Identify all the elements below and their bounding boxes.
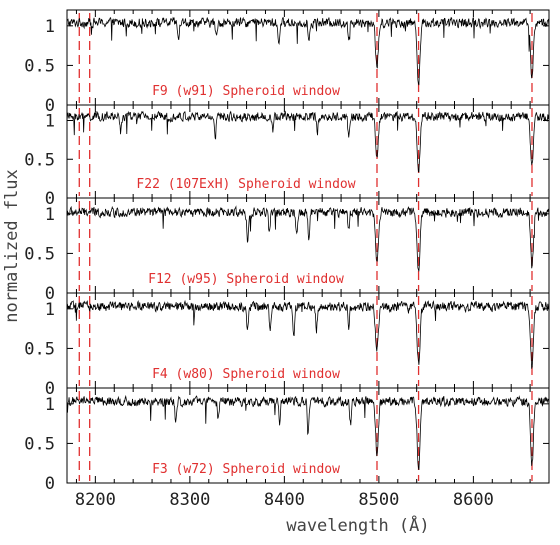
panel-2: F22 (107ExH) Spheroid window 0 0.5 1 bbox=[24, 104, 550, 209]
y-tick-label: 1 bbox=[45, 112, 55, 132]
y-tick-label: 0 bbox=[45, 189, 55, 209]
panel-frame bbox=[66, 387, 550, 484]
panel-5: F3 (w72) Spheroid window 0 0.5 1 bbox=[24, 387, 550, 494]
y-tick-label: 0 bbox=[45, 379, 55, 399]
y-tick-label: 1 bbox=[45, 395, 55, 415]
panel-label: F3 (w72) Spheroid window bbox=[152, 462, 340, 477]
y-axis-label: normalized flux bbox=[2, 169, 22, 323]
y-tick-label: 0.5 bbox=[24, 150, 55, 170]
panel-label: F9 (w91) Spheroid window bbox=[152, 84, 340, 99]
spectrum-line bbox=[67, 16, 549, 86]
axes-layer: 8200 8300 8400 8500 8600 bbox=[75, 490, 494, 510]
x-tick-label: 8600 bbox=[453, 490, 494, 510]
y-tick-label: 0 bbox=[45, 474, 55, 494]
y-tick-label: 0.5 bbox=[24, 434, 55, 454]
y-tick-label: 0 bbox=[45, 284, 55, 304]
spectrum-line bbox=[67, 394, 549, 471]
y-tick-label: 0.5 bbox=[24, 244, 55, 264]
y-tick-label: 0 bbox=[45, 96, 55, 116]
spectrum-line bbox=[67, 299, 549, 369]
x-tick-label: 8200 bbox=[75, 490, 116, 510]
panel-label: F12 (w95) Spheroid window bbox=[148, 272, 344, 287]
spectrum-line bbox=[67, 110, 549, 173]
y-tick-label: 0.5 bbox=[24, 56, 55, 76]
panel-3: F12 (w95) Spheroid window 0 0.5 1 bbox=[24, 197, 550, 304]
x-tick-label: 8500 bbox=[358, 490, 399, 510]
y-tick-label: 1 bbox=[45, 17, 55, 37]
panel-label: F22 (107ExH) Spheroid window bbox=[136, 177, 355, 192]
x-tick-label: 8300 bbox=[169, 490, 210, 510]
y-tick-label: 1 bbox=[45, 205, 55, 225]
y-tick-label: 0.5 bbox=[24, 339, 55, 359]
y-tick-label: 1 bbox=[45, 300, 55, 320]
panel-label: F4 (w80) Spheroid window bbox=[152, 367, 340, 382]
panel-1: F9 (w91) Spheroid window 0 0.5 1 bbox=[24, 9, 550, 116]
x-axis-label: wavelength (Å) bbox=[286, 514, 429, 536]
panel-4: F4 (w80) Spheroid window 0 0.5 1 bbox=[24, 292, 550, 399]
x-tick-label: 8400 bbox=[264, 490, 305, 510]
spectrum-line bbox=[67, 205, 549, 272]
